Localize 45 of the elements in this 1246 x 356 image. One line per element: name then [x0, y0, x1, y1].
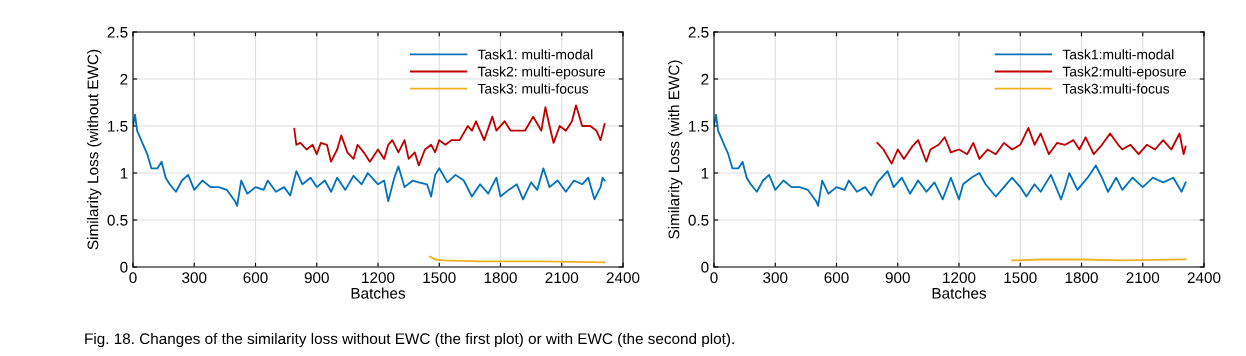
y-tick-label: 1: [120, 168, 128, 179]
x-tick-label: 2400: [1187, 272, 1221, 284]
y-axis-title: Similarity Loss (without EWC): [87, 49, 102, 250]
line-series: [293, 104, 606, 167]
y-tick-label: 1: [701, 168, 709, 179]
line-series: [714, 113, 1187, 207]
caption: Fig. 18. Changes of the similarity loss without EWC (the first plot) or with EWC (the second plot).: [85, 332, 734, 348]
x-tick-label: 900: [304, 272, 329, 284]
legend-label: Task3:multi-focus: [1062, 83, 1170, 94]
legend-label: Task2: multi-eposure: [477, 66, 605, 80]
y-axis-title: Similarity Loss (with EWC): [668, 60, 683, 239]
x-tick-label: 600: [824, 272, 849, 284]
x-tick-label: 1200: [943, 272, 976, 284]
x-tick-label: 1500: [1004, 272, 1037, 284]
legend-label: Task1:multi-modal: [1062, 49, 1174, 60]
x-tick-label: 600: [243, 272, 268, 284]
y-tick-label: 0.5: [688, 214, 709, 226]
x-tick-label: 0: [710, 272, 718, 284]
x-tick-label: 300: [763, 272, 788, 284]
y-tick-label: 1.5: [108, 121, 128, 132]
y-tick-label: 0: [120, 261, 128, 273]
line-series: [876, 126, 1187, 165]
x-tick-label: 1200: [362, 272, 395, 284]
x-axis-title: Batches: [351, 287, 406, 299]
x-axis-title: Batches: [932, 287, 987, 299]
y-tick-label: 2.5: [688, 26, 709, 38]
y-tick-label: 2: [120, 73, 128, 85]
y-tick-label: 1.5: [689, 121, 709, 132]
y-tick-label: 2.5: [107, 26, 128, 38]
x-tick-label: 1800: [1065, 272, 1098, 284]
y-tick-label: 0: [701, 261, 709, 273]
legend-label: Task2:multi-eposure: [1062, 66, 1186, 80]
legend-label: Task3: multi-focus: [477, 83, 589, 94]
y-tick-label: 2: [701, 73, 709, 85]
x-tick-label: 2100: [545, 272, 579, 284]
x-tick-label: 300: [182, 272, 207, 284]
line-series: [133, 113, 606, 207]
x-tick-label: 1500: [423, 272, 456, 284]
x-tick-label: 1800: [484, 272, 517, 284]
x-tick-label: 0: [129, 272, 137, 284]
x-tick-label: 900: [885, 272, 910, 284]
x-tick-label: 2100: [1126, 272, 1160, 284]
x-tick-label: 2400: [606, 272, 640, 284]
legend-label: Task1: multi-modal: [477, 49, 593, 60]
y-tick-label: 0.5: [107, 214, 128, 226]
